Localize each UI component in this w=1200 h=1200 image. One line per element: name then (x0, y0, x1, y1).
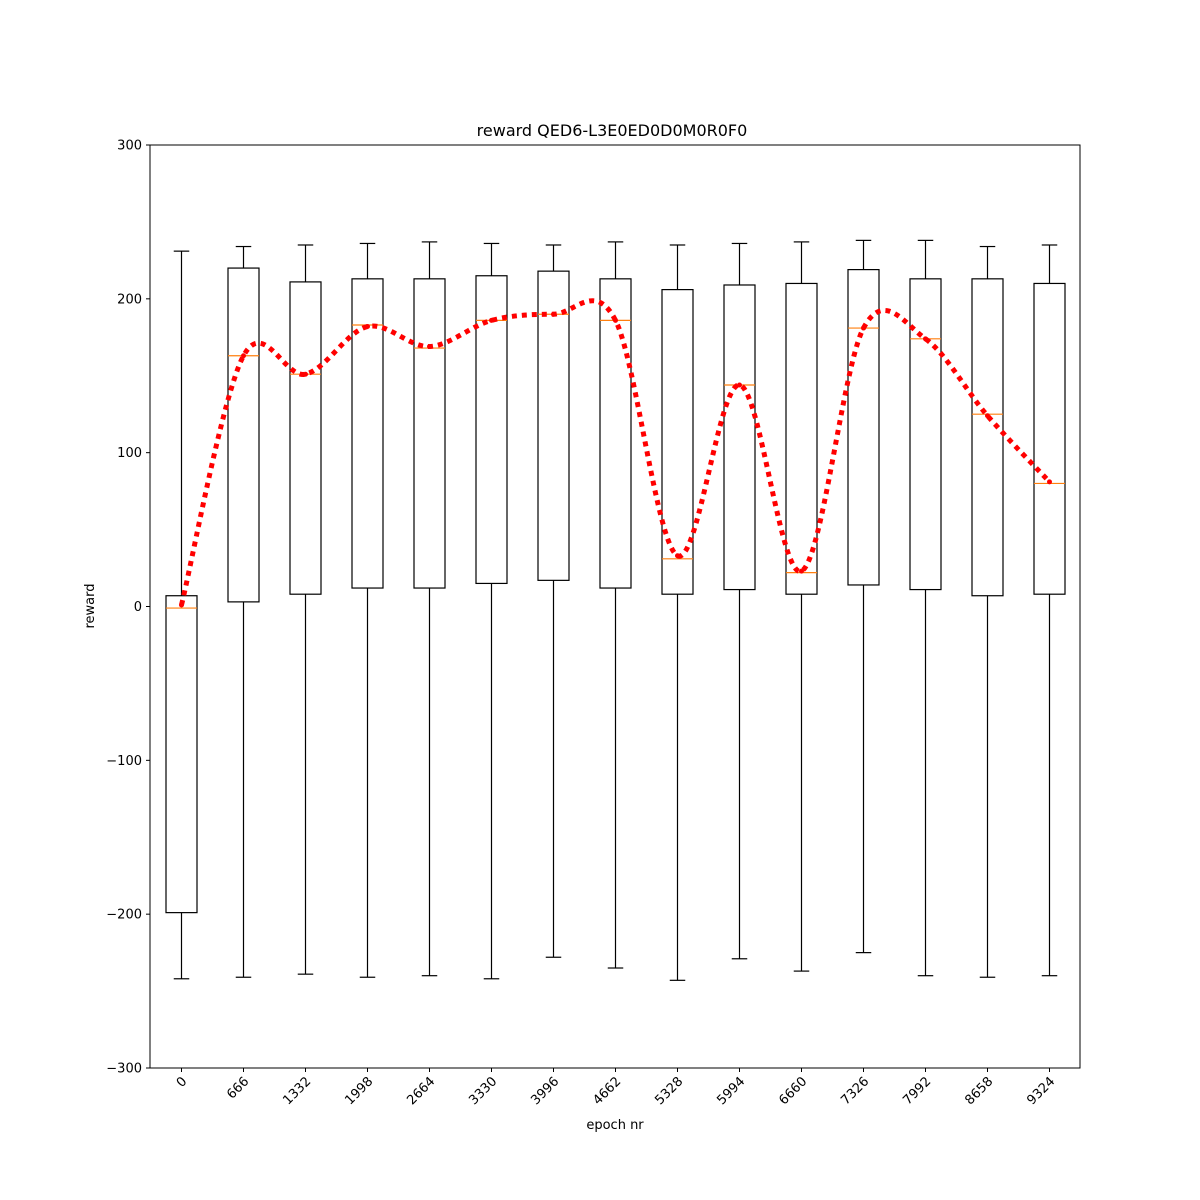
x-axis-label: epoch nr (586, 1118, 644, 1133)
box-body (537, 270, 570, 581)
mean-point-666 (241, 353, 246, 359)
box-body (475, 275, 508, 585)
box-body (165, 595, 198, 914)
mean-point-4662 (613, 317, 618, 323)
box-2664 (413, 241, 446, 977)
box-4662 (599, 241, 632, 969)
box-body (785, 282, 818, 595)
mean-point-1332 (303, 371, 308, 377)
x-tick-label: 1998 (342, 1074, 376, 1108)
box-body (599, 278, 632, 589)
box-7992 (909, 239, 942, 977)
plot-area (165, 239, 1066, 981)
mean-point-3996 (551, 311, 556, 317)
x-tick-label: 5994 (714, 1074, 748, 1108)
mean-point-1998 (365, 324, 370, 330)
box-0 (165, 250, 198, 980)
box-7326 (847, 239, 880, 954)
box-body (723, 284, 756, 591)
mean-line (179, 298, 1052, 606)
y-tick-label: 200 (117, 292, 142, 307)
box-body (847, 269, 880, 586)
y-tick-label: −100 (106, 754, 142, 769)
y-tick-label: 300 (117, 139, 142, 154)
mean-point-5994 (737, 382, 742, 388)
mean-point-7992 (923, 336, 928, 342)
mean-point-9324 (1047, 479, 1052, 485)
mean-point-5328 (675, 553, 680, 559)
y-tick-label: −300 (106, 1062, 142, 1077)
box-1332 (289, 244, 322, 975)
x-tick-label: 8658 (962, 1074, 996, 1108)
x-tick-label: 3330 (466, 1074, 500, 1108)
mean-point-6660 (799, 568, 804, 574)
chart-title: reward QED6-L3E0ED0D0M0R0F0 (477, 121, 748, 140)
x-tick-label: 666 (224, 1074, 252, 1102)
x-tick-label: 4662 (590, 1074, 624, 1108)
mean-point-2664 (427, 344, 432, 350)
box-3996 (537, 244, 570, 958)
mean-point-0 (179, 602, 184, 608)
box-1998 (351, 242, 384, 978)
box-body (413, 278, 446, 589)
box-6660 (785, 241, 818, 972)
x-tick-label: 1332 (280, 1074, 314, 1108)
box-body (909, 278, 942, 591)
mean-point-7326 (861, 325, 866, 331)
box-body (227, 267, 260, 603)
box-body (289, 281, 322, 595)
box-body (351, 278, 384, 589)
box-body (971, 278, 1004, 597)
box-8658 (971, 245, 1004, 978)
x-tick-label: 7326 (838, 1074, 872, 1108)
box-body (1033, 282, 1066, 595)
y-tick-label: −200 (106, 908, 142, 923)
x-tick-label: 0 (174, 1074, 190, 1090)
y-tick-label: 0 (134, 600, 142, 615)
box-3330 (475, 242, 508, 980)
box-5328 (661, 244, 694, 981)
box-body (661, 289, 694, 595)
box-5994 (723, 242, 756, 960)
x-tick-label: 7992 (900, 1074, 934, 1108)
box-9324 (1033, 244, 1066, 977)
x-tick-label: 9324 (1024, 1074, 1058, 1108)
x-tick-label: 2664 (404, 1074, 438, 1108)
mean-point-8658 (985, 413, 990, 419)
x-tick-label: 6660 (776, 1074, 810, 1108)
y-axis-label: reward (83, 583, 98, 628)
x-tick-label: 5328 (652, 1074, 686, 1108)
box-666 (227, 245, 260, 978)
x-tick-label: 3996 (528, 1074, 562, 1108)
y-tick-label: 100 (117, 446, 142, 461)
mean-point-3330 (489, 317, 494, 323)
